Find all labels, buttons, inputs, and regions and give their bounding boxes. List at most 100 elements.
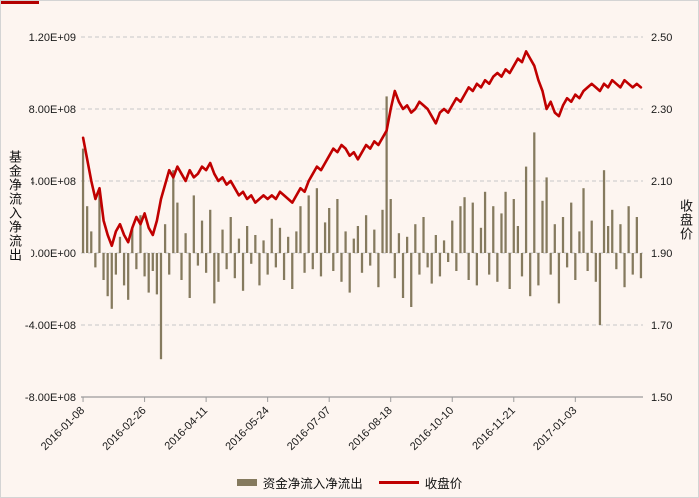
flow-bar (570, 202, 573, 253)
right-tick-label: 1.90 (651, 248, 672, 260)
right-tick-label: 2.50 (651, 32, 672, 44)
flow-bar (508, 253, 511, 289)
flow-bar (336, 199, 339, 253)
flow-bar (295, 231, 298, 253)
flow-bar (520, 253, 524, 277)
flow-bar (516, 226, 520, 253)
flow-bar (291, 253, 294, 289)
flow-bar (332, 253, 335, 271)
flow-bar (184, 233, 187, 253)
right-tick-label: 2.30 (651, 104, 672, 116)
flow-bar (229, 217, 232, 253)
flow-bar (266, 253, 269, 275)
flow-bar (430, 253, 433, 284)
flow-bar (319, 253, 323, 277)
flow-bar (258, 253, 261, 286)
flow-bar (155, 253, 159, 295)
flow-bar (94, 253, 97, 268)
flow-bar (598, 253, 602, 325)
flow-bar (434, 235, 437, 253)
flow-bar (311, 253, 314, 270)
right-tick-label: 1.50 (651, 392, 672, 404)
flow-bar (159, 253, 163, 360)
flow-bar (422, 217, 425, 253)
flow-bar (373, 229, 376, 253)
flow-bar (303, 253, 306, 273)
flow-bar (586, 253, 589, 271)
flow-bar (270, 218, 273, 253)
flow-bar (426, 253, 429, 268)
flow-bar (122, 253, 126, 286)
legend-item-flows: 资金净流入净流出 (236, 473, 363, 492)
flow-bar (488, 253, 491, 275)
flow-bar (594, 253, 597, 282)
flow-bar (545, 177, 548, 253)
flow-bar (204, 253, 208, 273)
flow-bar (340, 253, 343, 282)
flow-bar (524, 166, 528, 253)
flow-bar (447, 253, 450, 262)
x-tick-label: 2017-01-03 (531, 405, 579, 453)
flow-bar (209, 209, 212, 253)
left-tick-label: 4.00E+08 (29, 176, 76, 188)
flow-bar (635, 217, 638, 253)
flow-bar (623, 253, 626, 288)
flow-bar (381, 209, 384, 253)
right-axis-title: 收盘价 (678, 199, 693, 241)
flow-bar (467, 253, 470, 280)
flow-bar (114, 253, 117, 275)
x-tick-label: 2016-07-07 (285, 405, 333, 453)
flow-bar (385, 96, 388, 254)
flow-bar (582, 188, 585, 253)
flow-bar (471, 202, 474, 253)
left-tick-label: -4.00E+08 (25, 320, 76, 332)
flow-bar (86, 206, 89, 253)
flow-bar (176, 202, 179, 253)
x-tick-label: 2016-08-18 (347, 405, 395, 453)
flow-bar (377, 253, 380, 288)
flow-bar (246, 226, 249, 253)
flow-bar (549, 253, 552, 275)
flow-bar (188, 253, 191, 298)
flow-bar (529, 253, 532, 297)
flow-bar (221, 229, 224, 253)
right-tick-label: 1.70 (651, 320, 672, 332)
left-tick-label: -8.00E+08 (25, 392, 76, 404)
flow-bar (479, 227, 483, 253)
flow-bar (389, 199, 392, 253)
flow-bar (217, 253, 220, 282)
legend-bar-swatch (236, 479, 257, 486)
flow-bar (168, 253, 171, 275)
close-price-line (81, 50, 643, 248)
left-tick-label: 8.00E+08 (29, 104, 76, 116)
flow-bar (631, 253, 634, 275)
flow-bar (348, 253, 351, 293)
x-tick-label: 2016-02-26 (100, 405, 148, 453)
flow-bar (364, 215, 368, 253)
flow-bar (574, 253, 577, 280)
flow-bar (299, 206, 302, 253)
x-tick-label: 2016-01-08 (39, 405, 87, 453)
legend: 资金净流入净流出 收盘价 (1, 473, 698, 492)
flow-bar (512, 199, 515, 253)
flow-bar (278, 227, 282, 253)
flow-bar (241, 253, 245, 291)
flow-bar (578, 231, 581, 253)
flow-bar (262, 240, 265, 253)
flow-bar (192, 195, 195, 253)
flow-bar (418, 253, 421, 275)
x-tick-label: 2016-04-11 (163, 405, 211, 453)
flow-bar (200, 220, 204, 253)
flow-bar (500, 213, 503, 253)
flow-bar (590, 220, 593, 253)
flow-bar (561, 217, 565, 253)
flow-bar (139, 215, 142, 253)
flow-bar (237, 238, 241, 253)
flow-bar (81, 148, 85, 253)
flow-bar (393, 253, 396, 279)
flow-bar (102, 253, 105, 280)
flow-bar (118, 236, 122, 253)
right-tick-label: 2.10 (651, 176, 672, 188)
flow-bar (537, 253, 540, 286)
